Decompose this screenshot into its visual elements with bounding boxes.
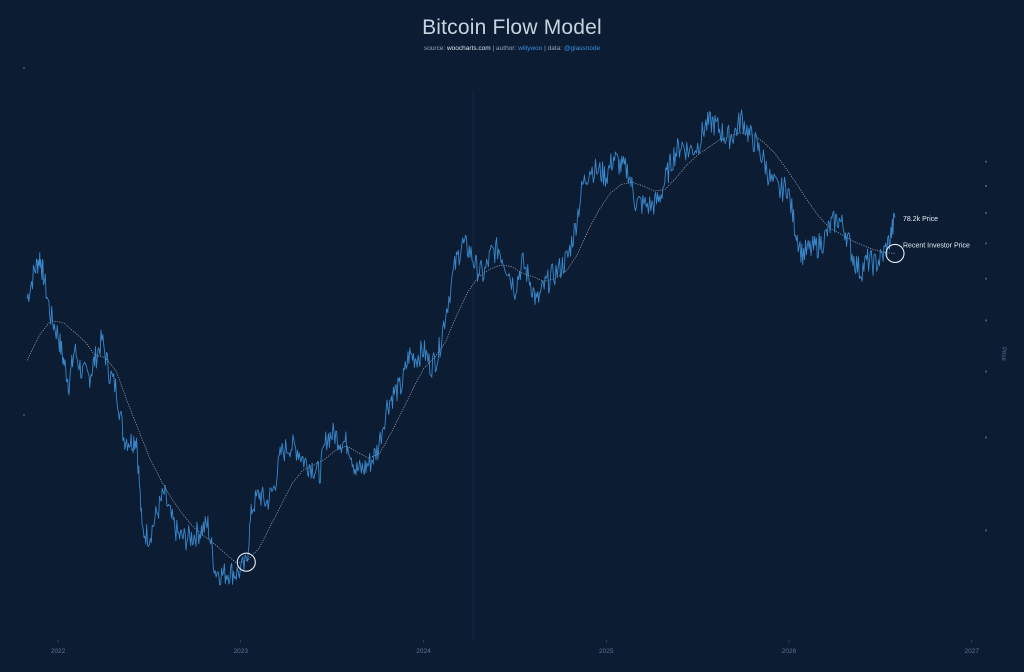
- y-axis: Price: [985, 160, 1006, 532]
- highlight-circle: [236, 552, 256, 572]
- y-tick-mark: [985, 436, 987, 439]
- x-axis: 2022 2023 2024 2025 2026 2027: [51, 640, 980, 655]
- y-tick-mark: [985, 184, 987, 187]
- chart-subtitle: source: woocharts.com | author: willywoo…: [0, 45, 1024, 52]
- y-tick-mark: [985, 319, 987, 322]
- investor-price-layer: [26, 132, 896, 564]
- y-tick-mark: [985, 160, 987, 163]
- x-tick-label: 2025: [599, 648, 614, 655]
- edge-marker: [23, 414, 25, 416]
- x-tick-label: 2026: [782, 648, 797, 655]
- separator: |: [492, 45, 495, 52]
- data-link[interactable]: @glassnode: [563, 45, 601, 52]
- separator: |: [544, 45, 546, 52]
- y-tick-mark: [985, 211, 987, 214]
- price-layer: [26, 109, 896, 586]
- author-link[interactable]: willywoo: [518, 45, 543, 52]
- y-tick-mark: [985, 529, 987, 532]
- price-annotation: 78.2k Price: [903, 216, 938, 223]
- chart-title: Bitcoin Flow Model: [422, 16, 602, 39]
- x-tick-label: 2022: [51, 648, 66, 655]
- x-tick-label: 2024: [416, 648, 431, 655]
- author-label: author:: [496, 45, 517, 52]
- y-tick-mark: [985, 242, 987, 245]
- y-tick-mark: [985, 277, 987, 280]
- investor-annotation: Recent Investor Price: [903, 242, 970, 249]
- x-tick-label: 2027: [965, 648, 980, 655]
- y-tick-mark: [985, 370, 987, 373]
- price-series-line: [26, 109, 896, 586]
- data-label: data:: [547, 45, 563, 52]
- y-axis-title: Price: [1000, 347, 1006, 361]
- x-tick-label: 2023: [234, 648, 249, 655]
- annotation-layer: 78.2k Price Recent Investor Price: [23, 67, 970, 572]
- highlight-circle: [885, 243, 905, 263]
- source-value[interactable]: woocharts.com: [446, 45, 491, 52]
- source-label: source:: [423, 45, 446, 52]
- recent-investor-price-line: [26, 132, 896, 564]
- edge-marker: [23, 67, 25, 69]
